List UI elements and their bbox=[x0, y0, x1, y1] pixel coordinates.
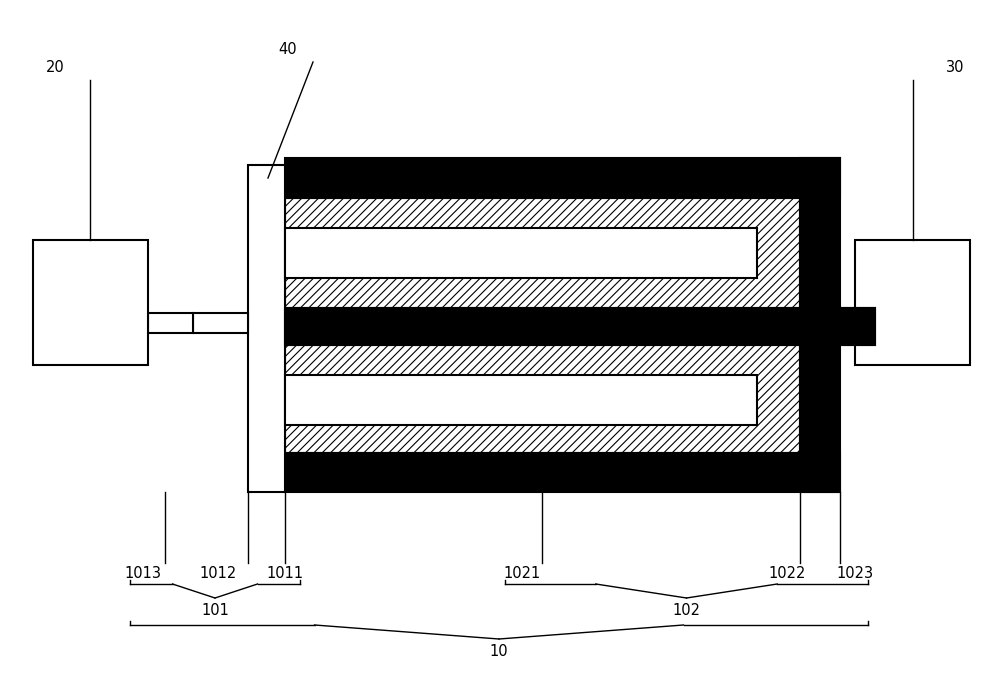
Text: 30: 30 bbox=[946, 60, 964, 75]
Bar bbox=[285, 453, 840, 492]
Text: 1012: 1012 bbox=[199, 566, 237, 581]
Bar bbox=[285, 375, 757, 425]
Text: 1013: 1013 bbox=[124, 566, 162, 581]
Text: 1023: 1023 bbox=[836, 566, 874, 581]
Text: 40: 40 bbox=[279, 43, 297, 58]
Text: 1022: 1022 bbox=[768, 566, 806, 581]
Bar bbox=[285, 228, 757, 278]
Text: 10: 10 bbox=[490, 644, 508, 659]
Bar bbox=[855, 240, 970, 365]
Bar bbox=[285, 158, 840, 198]
Text: 101: 101 bbox=[201, 603, 229, 618]
Bar bbox=[285, 345, 800, 453]
Bar bbox=[193, 313, 248, 333]
Bar bbox=[800, 158, 840, 492]
Text: 1011: 1011 bbox=[266, 566, 304, 581]
Bar bbox=[285, 198, 800, 308]
Bar bbox=[840, 308, 875, 345]
Bar bbox=[148, 313, 193, 333]
Text: 20: 20 bbox=[46, 60, 64, 75]
Text: 1021: 1021 bbox=[503, 566, 541, 581]
Text: 102: 102 bbox=[672, 603, 700, 618]
Bar bbox=[33, 240, 148, 365]
Bar bbox=[248, 165, 285, 492]
Bar bbox=[285, 308, 875, 345]
